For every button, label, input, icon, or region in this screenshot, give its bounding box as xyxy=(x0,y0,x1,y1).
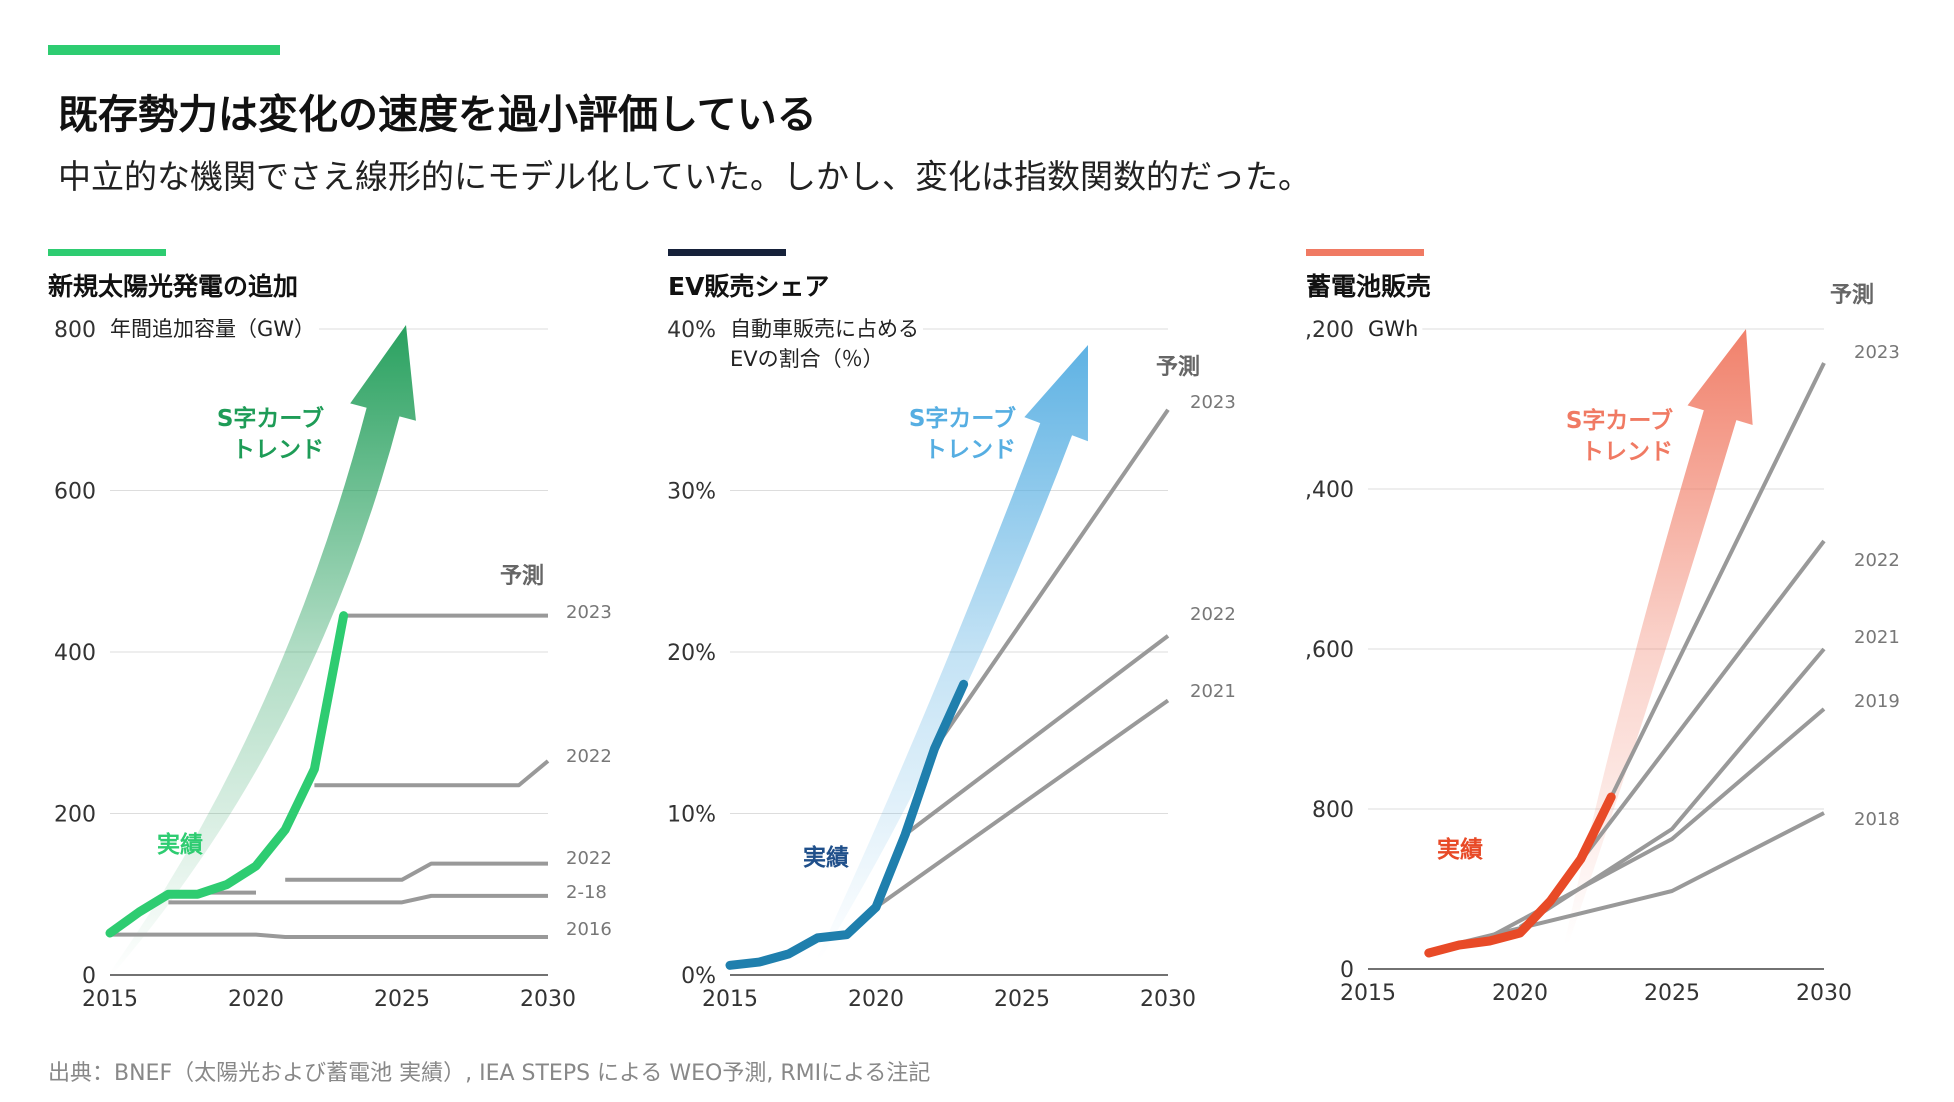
forecast-year-label: 2021 xyxy=(1190,681,1236,702)
forecast-heading: 予測 xyxy=(1830,283,1874,308)
solar-chart-title: 新規太陽光発電の追加 xyxy=(48,272,299,301)
x-tick-label: 2030 xyxy=(520,987,576,1012)
solar-accent-bar xyxy=(48,249,166,256)
forecast-year-label: 2023 xyxy=(566,602,612,623)
y-tick-label: 0 xyxy=(82,964,96,989)
unit-label: GWh xyxy=(1368,317,1418,341)
forecast-line xyxy=(1488,707,1826,939)
forecast-line xyxy=(168,893,548,905)
y-tick-label: 1,600 xyxy=(1306,638,1354,663)
s-curve-trend-arrow xyxy=(816,345,1088,960)
actual-label: 実績 xyxy=(157,831,203,858)
forecast-year-label: 2018 xyxy=(1854,809,1900,830)
forecast-year-label: 2023 xyxy=(1854,342,1900,363)
actual-line xyxy=(1424,792,1616,958)
s-curve-label: S字カーブ xyxy=(1566,407,1673,434)
x-tick-label: 2020 xyxy=(228,987,284,1012)
ev-accent-bar xyxy=(668,249,786,256)
y-tick-label: 400 xyxy=(54,641,96,666)
forecast-line xyxy=(903,634,1170,837)
s-curve-label: トレンド xyxy=(1581,439,1673,465)
unit-label-bg xyxy=(1364,315,1423,343)
forecast-heading: 予測 xyxy=(1156,355,1200,380)
s-curve-label: S字カーブ xyxy=(909,405,1016,432)
top-accent-bar xyxy=(48,45,280,55)
unit-label: 自動車販売に占める xyxy=(730,317,919,341)
unit-label-bg xyxy=(106,315,320,343)
x-tick-label: 2020 xyxy=(1492,981,1548,1006)
forecast-line xyxy=(1579,362,1826,860)
s-curve-trend-arrow xyxy=(108,325,416,975)
battery-chart-svg: 0 800 1,600 2,400 3,200 2015 2020 2025 2030 GWh 20… xyxy=(1306,283,1900,1006)
forecast-year-label: 2016 xyxy=(566,919,612,940)
forecast-line xyxy=(874,698,1170,909)
x-tick-label: 2030 xyxy=(1140,987,1196,1012)
y-tick-label: 10% xyxy=(668,803,716,828)
actual-line xyxy=(105,611,349,938)
actual-label: 実績 xyxy=(1437,836,1483,863)
forecast-heading: 予測 xyxy=(500,564,544,589)
forecast-year-label: 2022 xyxy=(566,746,612,767)
x-tick-label: 2015 xyxy=(1340,981,1396,1006)
battery-chart-panel: 蓄電池販売 0 800 1,600 2,400 3,200 2015 2020 2025 203… xyxy=(1306,245,1906,1025)
solar-chart-svg: 0 200 400 600 800 2015 2020 2025 2030 年間追加容量（GW） 2… xyxy=(54,315,612,1012)
x-tick-label: 2025 xyxy=(374,987,430,1012)
unit-label: 年間追加容量（GW） xyxy=(110,317,315,341)
battery-chart-title: 蓄電池販売 xyxy=(1306,272,1432,301)
actual-label: 実績 xyxy=(803,844,849,871)
y-tick-label: 2,400 xyxy=(1306,478,1354,503)
y-tick-label: 3,200 xyxy=(1306,318,1354,343)
y-tick-label: 40% xyxy=(668,318,716,343)
y-tick-label: 0% xyxy=(681,964,716,989)
x-tick-label: 2025 xyxy=(994,987,1050,1012)
unit-label: EVの割合（％） xyxy=(730,347,884,371)
ev-chart-panel: EV販売シェア 0% 10% 20% 30% 40% 2015 2020 2025 2030 自動… xyxy=(668,245,1268,1025)
solar-chart-panel: 新規太陽光発電の追加 0 200 400 600 800 2015 2020 2025 2030… xyxy=(48,245,648,1025)
y-tick-label: 800 xyxy=(1312,798,1354,823)
ev-chart-svg: 0% 10% 20% 30% 40% 2015 2020 2025 2030 自動車販売に占める E… xyxy=(668,315,1236,1012)
forecast-year-label: 2022 xyxy=(1854,550,1900,571)
s-curve-trend-arrow xyxy=(1564,329,1753,945)
actual-line xyxy=(725,679,969,970)
forecast-year-label: 2022 xyxy=(566,848,612,869)
unit-label-bg xyxy=(726,345,888,373)
source-note: 出典：BNEF（太陽光および蓄電池 実績）, IEA STEPS による WEO… xyxy=(48,1061,931,1086)
page-title: 既存勢力は変化の速度を過小評価している xyxy=(58,92,817,138)
forecast-year-label: 2023 xyxy=(1190,392,1236,413)
battery-accent-bar xyxy=(1306,249,1424,256)
forecast-year-label: 2021 xyxy=(1854,627,1900,648)
x-tick-label: 2015 xyxy=(82,987,138,1012)
forecast-line xyxy=(1548,539,1826,903)
y-tick-label: 20% xyxy=(668,641,716,666)
y-tick-label: 600 xyxy=(54,480,96,505)
y-tick-label: 0 xyxy=(1340,958,1354,983)
x-tick-label: 2020 xyxy=(848,987,904,1012)
s-curve-label: トレンド xyxy=(232,437,324,463)
y-tick-label: 800 xyxy=(54,318,96,343)
s-curve-label: トレンド xyxy=(924,437,1016,463)
forecast-year-label: 2022 xyxy=(1190,604,1236,625)
forecast-line xyxy=(285,861,548,882)
forecast-year-label: 2019 xyxy=(1854,691,1900,712)
x-tick-label: 2030 xyxy=(1796,981,1852,1006)
x-tick-label: 2015 xyxy=(702,987,758,1012)
page-subtitle: 中立的な機関でさえ線形的にモデル化していた。しかし、変化は指数関数的だった。 xyxy=(58,157,1312,196)
y-tick-label: 200 xyxy=(54,803,96,828)
forecast-line xyxy=(110,932,548,940)
s-curve-label: S字カーブ xyxy=(217,405,324,432)
forecast-year-label: 2-18 xyxy=(566,882,607,903)
x-tick-label: 2025 xyxy=(1644,981,1700,1006)
y-tick-label: 30% xyxy=(668,480,716,505)
forecast-line xyxy=(314,759,550,788)
ev-chart-title: EV販売シェア xyxy=(668,272,830,301)
forecast-line xyxy=(932,408,1170,751)
unit-label-bg xyxy=(726,315,923,343)
